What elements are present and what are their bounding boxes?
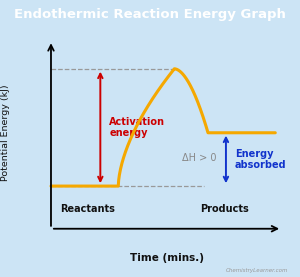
Text: Energy
absorbed: Energy absorbed [235, 149, 286, 170]
Text: Products: Products [200, 204, 249, 214]
Text: Activation
energy: Activation energy [109, 117, 165, 138]
Text: ΔH > 0: ΔH > 0 [182, 153, 217, 163]
Text: Endothermic Reaction Energy Graph: Endothermic Reaction Energy Graph [14, 8, 286, 21]
Text: ChemistryLearner.com: ChemistryLearner.com [226, 268, 288, 273]
Text: Reactants: Reactants [61, 204, 116, 214]
Text: Time (mins.): Time (mins.) [130, 253, 203, 263]
Text: Potential Energy (kJ): Potential Energy (kJ) [2, 85, 10, 181]
